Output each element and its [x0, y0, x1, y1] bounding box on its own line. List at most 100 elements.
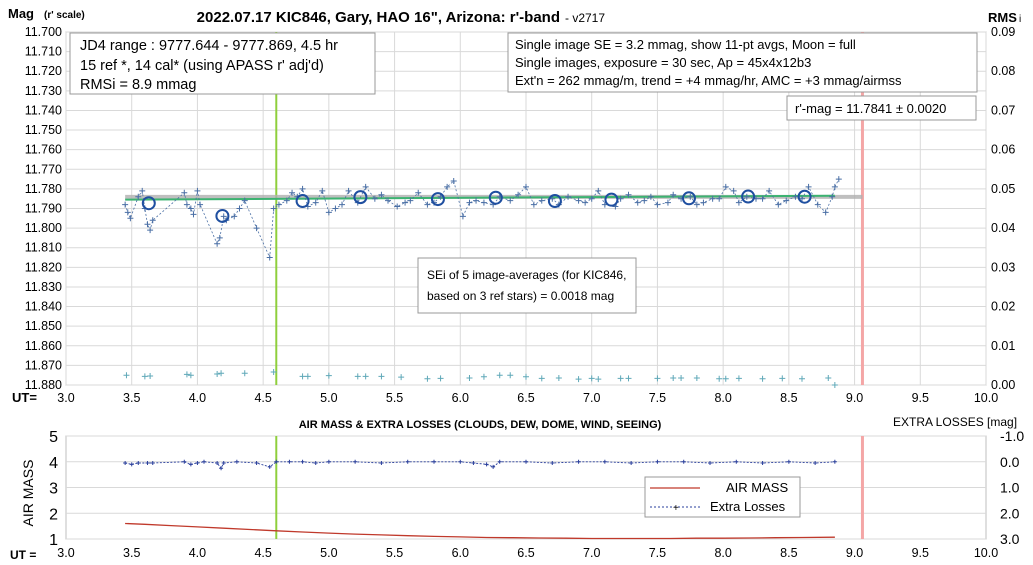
single-image-point: [700, 199, 707, 206]
bottom-x-tick-label: 5.0: [320, 546, 337, 560]
top-y-tick-label: 11.830: [25, 280, 62, 294]
sei-box: SEi of 5 image-averages (for KIC846, bas…: [417, 257, 637, 314]
top-y2-tick-label: 0.06: [991, 143, 1015, 157]
rmsi-point: [735, 375, 742, 382]
single-image-point: [127, 215, 134, 222]
result-box: r'-mag = 11.7841 ± 0.0020: [786, 95, 977, 121]
bottom-x-tick-label: 3.0: [57, 546, 74, 560]
top-x-tick-label: 10.0: [974, 391, 998, 405]
top-y-tick-label: 11.860: [25, 339, 62, 353]
single-image-point: [687, 193, 694, 200]
top-y-tick-label: 11.770: [25, 162, 62, 176]
single-image-point: [641, 197, 648, 204]
bottom-chart-grid: [65, 435, 987, 540]
bottom-x-tick-label: 4.0: [189, 546, 206, 560]
single-image-point: [814, 201, 821, 208]
average-point: [741, 189, 756, 204]
bottom-y-tick-label: 2: [49, 506, 58, 523]
rmsi-point: [241, 370, 248, 377]
extra-losses-point: [458, 459, 463, 464]
top-y-tick-label: 11.790: [25, 202, 62, 216]
bottom-y-tick-label: 1: [49, 532, 58, 549]
extra-losses-point: [734, 459, 739, 464]
rmsi-point: [325, 372, 332, 379]
extra-losses-point: [760, 461, 765, 466]
single-image-point: [144, 221, 151, 228]
rmsi-point: [214, 371, 221, 378]
top-x-tick-label: 3.0: [57, 391, 74, 405]
single-image-point: [831, 183, 838, 190]
top-chart-marks: [122, 32, 864, 388]
extra-losses-point: [497, 459, 502, 464]
average-point: [604, 192, 619, 207]
bottom-y-tick-label: 4: [49, 455, 58, 472]
single-image-point: [231, 213, 238, 220]
single-image-point: [473, 197, 480, 204]
single-image-point: [371, 195, 378, 202]
single-image-point: [530, 201, 537, 208]
rmsi-point: [722, 375, 729, 382]
single-image-point: [407, 197, 414, 204]
rmsi-point: [575, 376, 582, 383]
single-image-point: [743, 193, 750, 200]
extra-losses-point: [524, 459, 528, 464]
bottom-x-tick-label: 6.0: [452, 546, 469, 560]
rmsi-point: [362, 373, 369, 380]
extra-losses-point: [353, 459, 358, 464]
single-image-point: [362, 183, 369, 190]
legend-extra-losses-marker: +: [673, 503, 679, 514]
single-image-point: [253, 225, 260, 232]
info-box-right-line-1: Single image SE = 3.2 mmag, show 11-pt a…: [515, 37, 856, 52]
single-image-point: [444, 183, 451, 190]
extra-losses-point: [602, 459, 607, 464]
top-y2-tick-label: 0.02: [991, 300, 1015, 314]
single-image-point: [190, 211, 197, 218]
top-y2-tick-label: 0.00: [991, 378, 1015, 392]
extra-losses-point: [267, 464, 272, 469]
top-y-axis-sublabel: (r' scale): [44, 10, 85, 21]
single-image-point: [466, 199, 473, 206]
single-image-point: [183, 201, 190, 208]
info-box-left-line-3: RMSi = 8.9 mmag: [80, 77, 196, 93]
bottom-y-tick-label: 3: [49, 481, 58, 498]
rmsi-point: [825, 374, 832, 381]
extra-losses-point: [471, 461, 476, 466]
single-image-point: [538, 197, 545, 204]
single-image-point: [459, 213, 466, 220]
single-image-point: [805, 183, 812, 190]
bottom-x-tick-label: 4.5: [254, 546, 271, 560]
rmsi-point: [670, 374, 677, 381]
single-image-point: [147, 227, 154, 234]
extra-losses-point: [254, 461, 259, 466]
single-image-point: [149, 217, 156, 224]
single-image-point: [266, 254, 273, 261]
rmsi-point: [799, 375, 805, 382]
top-y2-axis-label: RMS: [988, 10, 1017, 25]
sei-box-line-1: SEi of 5 image-averages (for KIC846,: [427, 268, 626, 282]
single-image-point: [582, 199, 589, 206]
info-box-right: Single image SE = 3.2 mmag, show 11-pt a…: [507, 32, 978, 93]
rmsi-point: [270, 369, 277, 376]
single-image-point: [480, 199, 487, 206]
single-image-point: [385, 197, 391, 204]
bottom-chart-marks: [123, 436, 864, 540]
single-image-point: [783, 197, 790, 204]
top-x-tick-label: 6.5: [517, 391, 534, 405]
single-image-point: [312, 199, 319, 206]
top-y-tick-label: 11.720: [25, 64, 62, 78]
top-x-tick-label: 9.5: [912, 391, 929, 405]
top-y-tick-label: 11.700: [25, 25, 62, 39]
rmsi-point: [466, 374, 473, 381]
single-image-point: [289, 189, 296, 196]
bottom-y2-axis-label: EXTRA LOSSES [mag]: [893, 415, 1017, 429]
extra-losses-point: [182, 459, 187, 464]
info-box-left-line-2: 15 ref *, 14 cal* (using APASS r' adj'd): [80, 58, 324, 74]
single-image-point: [507, 197, 514, 204]
top-y-tick-label: 11.750: [25, 123, 62, 137]
extra-losses-line: [125, 461, 835, 470]
extra-losses-point: [550, 461, 555, 466]
rmsi-point: [654, 375, 661, 382]
bottom-x-tick-label: 7.0: [583, 546, 600, 560]
top-y-axis-label: Mag: [8, 6, 34, 21]
